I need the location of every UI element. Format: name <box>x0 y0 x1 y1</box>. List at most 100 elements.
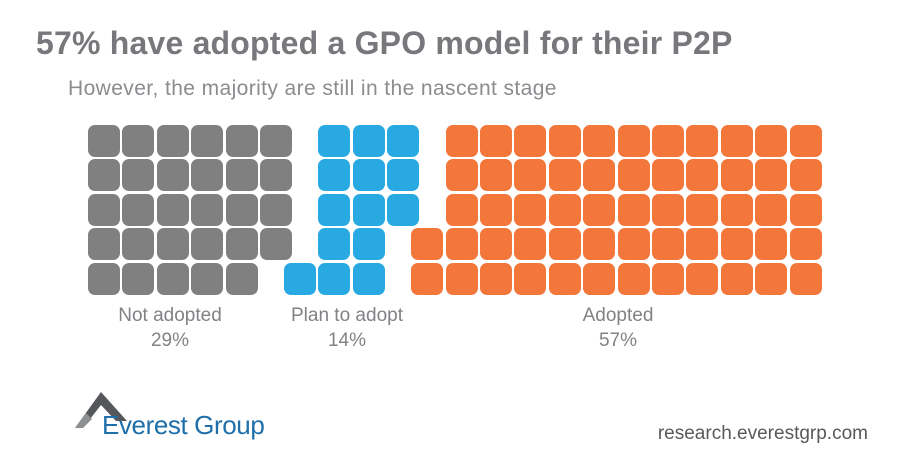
waffle-square-plan-to-adopt <box>352 159 385 192</box>
waffle-square-adopted <box>583 228 616 261</box>
waffle-square-adopted <box>480 262 512 295</box>
waffle-square-adopted <box>480 125 512 157</box>
waffle-square-adopted <box>720 262 753 295</box>
waffle-square-plan-to-adopt <box>387 125 420 157</box>
waffle-square-adopted <box>789 193 822 226</box>
waffle-square-adopted <box>514 125 547 157</box>
waffle-square-adopted <box>514 228 547 261</box>
waffle-square-not-adopted <box>191 262 224 295</box>
waffle-square-adopted <box>445 262 478 295</box>
category-name: Not adopted <box>118 305 222 326</box>
waffle-square-adopted <box>583 159 616 192</box>
waffle-square-adopted <box>617 125 650 157</box>
waffle-square-adopted <box>720 159 753 192</box>
waffle-square-not-adopted <box>122 262 155 295</box>
waffle-square-adopted <box>686 228 719 261</box>
waffle-square-adopted <box>480 159 512 192</box>
waffle-square-not-adopted <box>191 125 224 157</box>
waffle-square-adopted <box>548 262 581 295</box>
waffle-square-adopted <box>720 125 753 157</box>
waffle-square-adopted <box>686 159 719 192</box>
waffle-square-adopted <box>445 159 478 192</box>
category-name: Plan to adopt <box>291 305 403 326</box>
waffle-square-not-adopted <box>225 193 258 226</box>
waffle-square-not-adopted <box>88 262 120 295</box>
waffle-square-adopted <box>445 125 478 157</box>
waffle-square-adopted <box>755 125 788 157</box>
waffle-square-plan-to-adopt <box>318 193 351 226</box>
waffle-square-adopted <box>652 125 684 157</box>
waffle-square-not-adopted <box>122 193 155 226</box>
waffle-square-plan-to-adopt <box>352 125 385 157</box>
category-label-not-adopted: Not adopted 29% <box>60 303 280 353</box>
waffle-square-adopted <box>583 262 616 295</box>
waffle-square-adopted <box>480 228 512 261</box>
waffle-square-adopted <box>789 228 822 261</box>
waffle-square-adopted <box>652 159 684 192</box>
category-label-plan-to-adopt: Plan to adopt 14% <box>237 303 457 353</box>
waffle-square-adopted <box>755 262 788 295</box>
waffle-square-adopted <box>652 228 684 261</box>
waffle-square-not-adopted <box>225 262 258 295</box>
waffle-square-adopted <box>514 193 547 226</box>
waffle-square-adopted <box>548 193 581 226</box>
waffle-square-not-adopted <box>225 159 258 192</box>
waffle-square-adopted <box>789 262 822 295</box>
waffle-square-plan-to-adopt <box>352 262 385 295</box>
waffle-square-adopted <box>548 228 581 261</box>
waffle-square-adopted <box>755 159 788 192</box>
waffle-square-adopted <box>617 159 650 192</box>
waffle-square-adopted <box>617 228 650 261</box>
waffle-square-adopted <box>789 159 822 192</box>
waffle-square-adopted <box>686 125 719 157</box>
waffle-square-not-adopted <box>225 228 258 261</box>
waffle-square-plan-to-adopt <box>318 125 351 157</box>
waffle-square-adopted <box>445 193 478 226</box>
waffle-square-not-adopted <box>260 228 292 261</box>
waffle-square-not-adopted <box>156 262 189 295</box>
waffle-square-plan-to-adopt <box>387 159 420 192</box>
waffle-square-adopted <box>480 193 512 226</box>
waffle-square-adopted <box>514 159 547 192</box>
waffle-square-plan-to-adopt <box>387 193 420 226</box>
waffle-square-not-adopted <box>88 228 120 261</box>
waffle-square-not-adopted <box>88 159 120 192</box>
waffle-square-adopted <box>720 193 753 226</box>
waffle-square-adopted <box>652 193 684 226</box>
waffle-square-not-adopted <box>122 125 155 157</box>
page-title: 57% have adopted a GPO model for their P… <box>36 25 733 61</box>
waffle-square-not-adopted <box>191 159 224 192</box>
waffle-square-not-adopted <box>88 125 120 157</box>
waffle-square-adopted <box>514 262 547 295</box>
waffle-square-adopted <box>686 193 719 226</box>
waffle-square-adopted <box>755 193 788 226</box>
waffle-square-not-adopted <box>156 125 189 157</box>
category-percentage: 57% <box>598 330 638 351</box>
waffle-square-not-adopted <box>260 193 292 226</box>
waffle-square-not-adopted <box>122 159 155 192</box>
category-percentage: 14% <box>327 330 367 351</box>
waffle-square-adopted <box>548 159 581 192</box>
waffle-square-adopted <box>583 193 616 226</box>
waffle-square-not-adopted <box>260 125 292 157</box>
footer-url: research.everestgrp.com <box>657 423 868 444</box>
everest-group-logo: Everest Group <box>73 388 303 450</box>
category-percentage: 29% <box>150 330 190 351</box>
waffle-square-adopted <box>411 228 444 261</box>
category-label-adopted: Adopted 57% <box>508 303 728 353</box>
waffle-square-adopted <box>720 228 753 261</box>
waffle-square-adopted <box>686 262 719 295</box>
waffle-square-plan-to-adopt <box>352 228 385 261</box>
waffle-square-adopted <box>652 262 684 295</box>
waffle-square-not-adopted <box>225 125 258 157</box>
waffle-square-adopted <box>411 262 444 295</box>
waffle-square-adopted <box>445 228 478 261</box>
waffle-square-plan-to-adopt <box>318 262 351 295</box>
waffle-square-plan-to-adopt <box>352 193 385 226</box>
page-subtitle: However, the majority are still in the n… <box>68 77 557 100</box>
logo-text: Everest Group <box>102 410 265 440</box>
waffle-square-not-adopted <box>156 193 189 226</box>
waffle-square-adopted <box>583 125 616 157</box>
waffle-square-adopted <box>548 125 581 157</box>
